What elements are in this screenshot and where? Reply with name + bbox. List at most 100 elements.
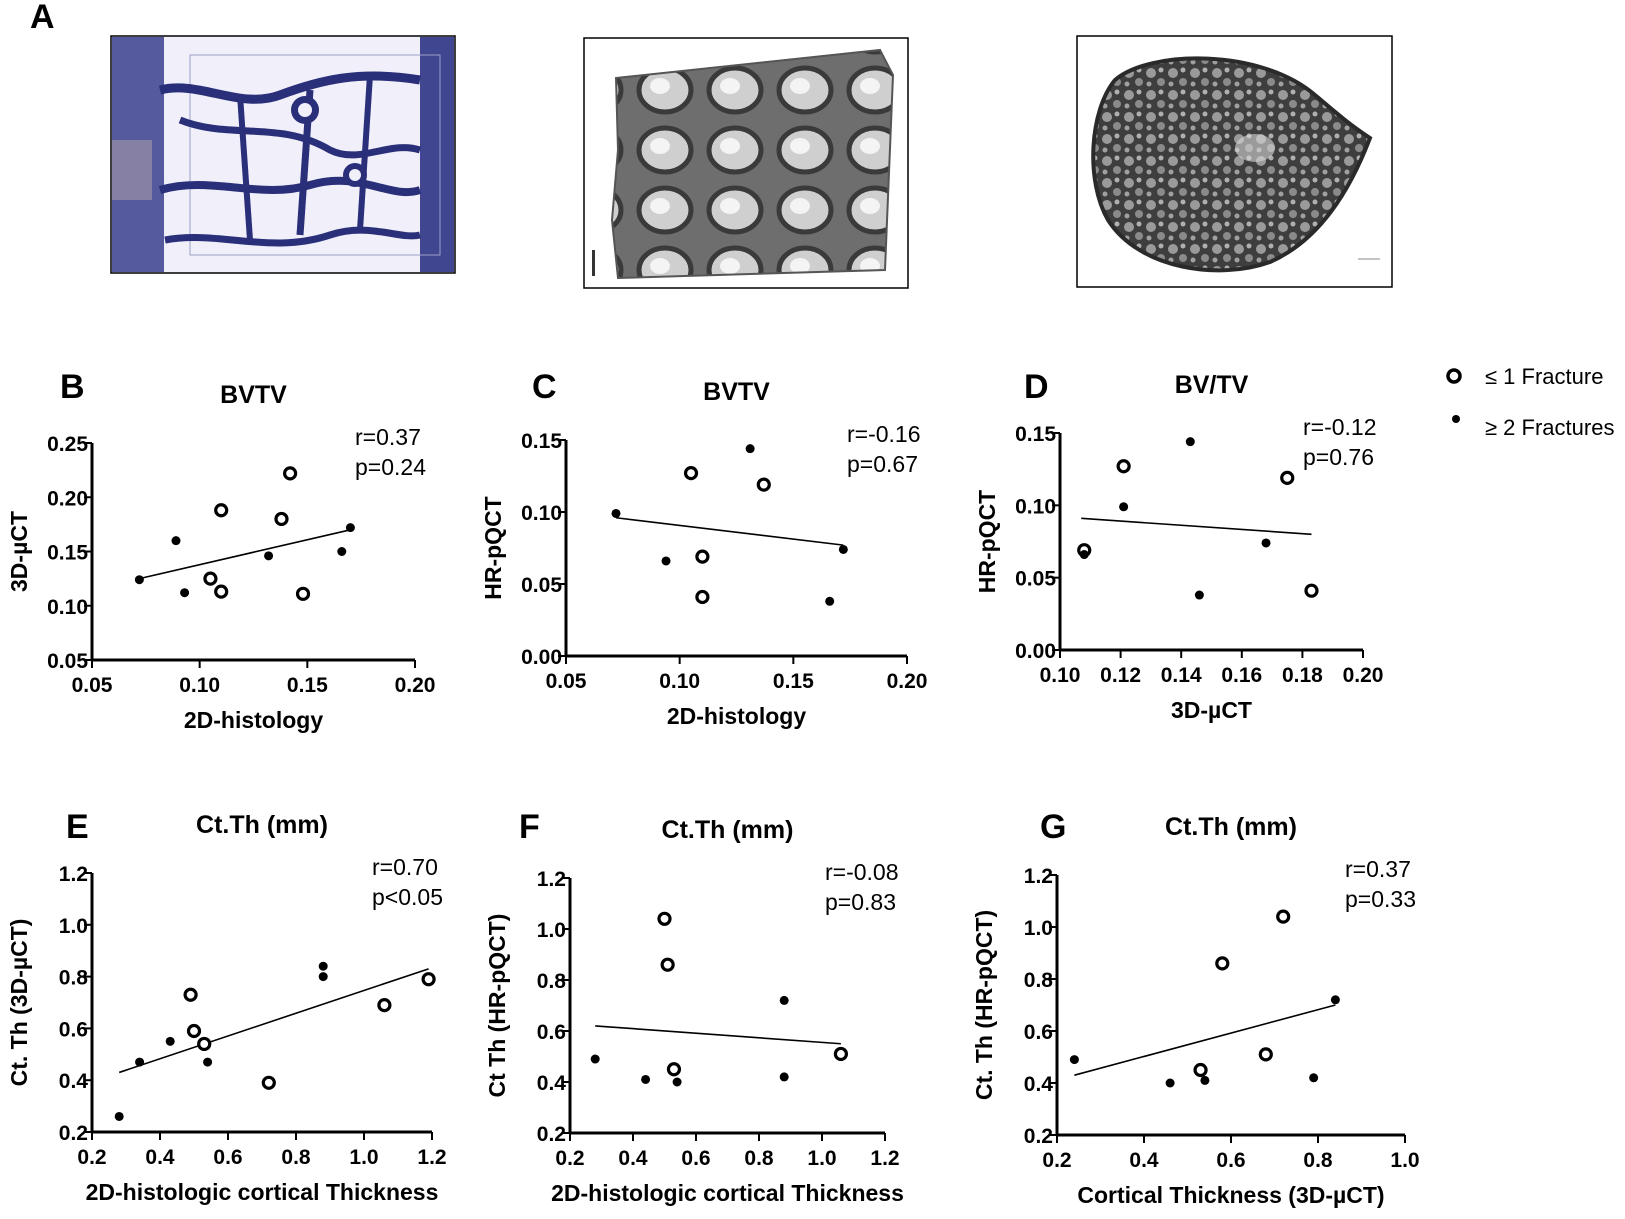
panel-label-f: F	[519, 808, 540, 846]
hrpqct-image	[1076, 35, 1393, 288]
x-tick-label-d: 0.20	[1343, 664, 1384, 687]
point-filled-b	[134, 575, 144, 585]
stat-f: p=0.83	[825, 889, 896, 915]
x-axis-label-e: 2D-histologic cortical Thickness	[86, 1179, 439, 1205]
y-tick-label-c: 0.15	[521, 430, 562, 453]
x-tick-label-f: 1.2	[870, 1147, 899, 1170]
stat-f: r=-0.08	[825, 859, 899, 885]
point-filled-b	[264, 551, 274, 561]
chart-title-d: BV/TV	[1175, 371, 1249, 399]
point-filled-c	[745, 444, 755, 454]
point-open-d	[1304, 583, 1319, 598]
panel-g: G Ct.Th (mm) 0.2 0.4 0.6 0.8 1.0 0.2 0.4 0.6 0.8 1.…	[971, 808, 1420, 1208]
panel-f: F Ct.Th (mm) 0.2 0.4 0.6 0.8 1.0 1.2 0.2 0.4 0.6 0.…	[484, 808, 904, 1206]
x-tick-label-f: 0.4	[618, 1147, 648, 1170]
y-tick-label-d: 0.00	[1015, 640, 1056, 663]
y-tick-label-c: 0.10	[521, 502, 562, 525]
point-open-c	[695, 549, 710, 564]
y-tick-label-e: 1.2	[59, 863, 88, 886]
y-tick-label-f: 1.2	[537, 868, 566, 891]
x-axis-label-d: 3D-µCT	[1171, 697, 1252, 723]
point-filled-c	[661, 556, 671, 566]
panel-label-e: E	[66, 808, 89, 846]
legend: ≤ 1 Fracture ≥ 2 Fractures	[1446, 364, 1614, 440]
point-open-b	[214, 584, 229, 599]
stat-g: r=0.37	[1345, 856, 1411, 882]
x-tick-label-d: 0.14	[1161, 664, 1202, 687]
y-tick-label-e: 0.4	[59, 1070, 89, 1093]
x-tick-label-c: 0.15	[773, 670, 814, 693]
legend-open-marker	[1446, 368, 1462, 384]
panel-d: D BV/TV 0.10 0.12 0.14 0.16 0.18 0.20 0.00 0.05 0.…	[974, 368, 1383, 723]
y-tick-label-e: 1.0	[59, 915, 88, 938]
chart-title-f: Ct.Th (mm)	[662, 816, 794, 844]
y-tick-label-f: 0.8	[537, 970, 567, 993]
x-tick-label-c: 0.05	[546, 670, 587, 693]
y-tick-label-c: 0.00	[521, 646, 562, 669]
y-axis-label-f: Ct Th (HR-pQCT)	[484, 914, 510, 1098]
x-tick-label-d: 0.18	[1282, 664, 1323, 687]
point-open-b	[295, 586, 311, 601]
point-filled-d	[1261, 538, 1271, 548]
point-open-e	[261, 1075, 276, 1090]
point-open-g	[1276, 909, 1291, 924]
chart-title-g: Ct.Th (mm)	[1165, 813, 1297, 841]
scatter-panels: B BVTV 0.05 0.10 0.15 0.20 0.05 0.10 0.15 0.20 0.2…	[6, 368, 1420, 1208]
x-tick-label-d: 0.12	[1100, 664, 1141, 687]
point-filled-b	[180, 588, 190, 598]
regression-line-b	[139, 529, 351, 580]
point-open-e	[183, 987, 198, 1002]
histology-image	[110, 35, 456, 274]
point-filled-f	[672, 1077, 682, 1087]
point-open-c	[695, 589, 710, 605]
stat-c: r=-0.16	[847, 421, 921, 447]
point-filled-e	[135, 1057, 145, 1067]
stat-e: p<0.05	[372, 884, 443, 910]
x-tick-label-d: 0.16	[1221, 664, 1262, 687]
panel-e: E Ct.Th (mm) 0.2 0.4 0.6 0.8 1.0 1.2 0.2 0.4 0.6 0.…	[6, 808, 447, 1205]
point-open-f	[666, 1062, 682, 1077]
y-axis-label-e: Ct. Th (3D-µCT)	[6, 919, 32, 1087]
point-filled-c	[611, 508, 621, 518]
x-axis-label-g: Cortical Thickness (3D-µCT)	[1077, 1182, 1384, 1208]
x-tick-label-e: 1.2	[417, 1146, 446, 1169]
y-tick-label-f: 1.0	[537, 919, 566, 942]
regression-line-d	[1081, 517, 1312, 536]
point-filled-f	[641, 1074, 651, 1084]
y-tick-label-e: 0.2	[59, 1122, 88, 1145]
panel-label-a: A	[30, 0, 55, 36]
y-tick-label-f: 0.2	[537, 1123, 566, 1146]
stat-c: p=0.67	[847, 451, 918, 477]
y-tick-label-b: 0.25	[47, 433, 88, 456]
x-tick-label-g: 0.4	[1129, 1149, 1159, 1172]
stat-b: p=0.24	[355, 454, 426, 480]
x-tick-label-e: 1.0	[349, 1146, 378, 1169]
y-axis-label-g: Ct. Th (HR-pQCT)	[971, 910, 997, 1100]
point-filled-g	[1309, 1073, 1319, 1083]
chart-title-b: BVTV	[220, 381, 287, 409]
x-tick-label-f: 0.8	[744, 1147, 774, 1170]
point-filled-b	[337, 547, 347, 556]
x-tick-label-g: 0.6	[1216, 1149, 1245, 1172]
point-open-e	[377, 997, 392, 1013]
stat-e: r=0.70	[372, 854, 438, 880]
point-filled-d	[1185, 437, 1195, 447]
regression-line-g	[1074, 1004, 1336, 1076]
point-open-e	[197, 1036, 212, 1052]
y-tick-label-d: 0.10	[1015, 495, 1056, 518]
y-axis-label-d: HR-pQCT	[974, 490, 1000, 593]
y-tick-label-g: 0.4	[1024, 1073, 1054, 1096]
point-filled-d	[1079, 550, 1089, 560]
panel-label-g: G	[1040, 808, 1066, 846]
point-filled-d	[1119, 502, 1129, 512]
stat-b: r=0.37	[355, 424, 421, 450]
point-open-f	[660, 957, 675, 972]
y-tick-label-d: 0.05	[1015, 568, 1056, 591]
point-filled-e	[203, 1057, 213, 1067]
x-tick-label-d: 0.10	[1040, 664, 1081, 687]
point-filled-g	[1200, 1075, 1210, 1085]
panel-label-b: B	[60, 368, 85, 406]
panel-label-d: D	[1024, 368, 1049, 406]
